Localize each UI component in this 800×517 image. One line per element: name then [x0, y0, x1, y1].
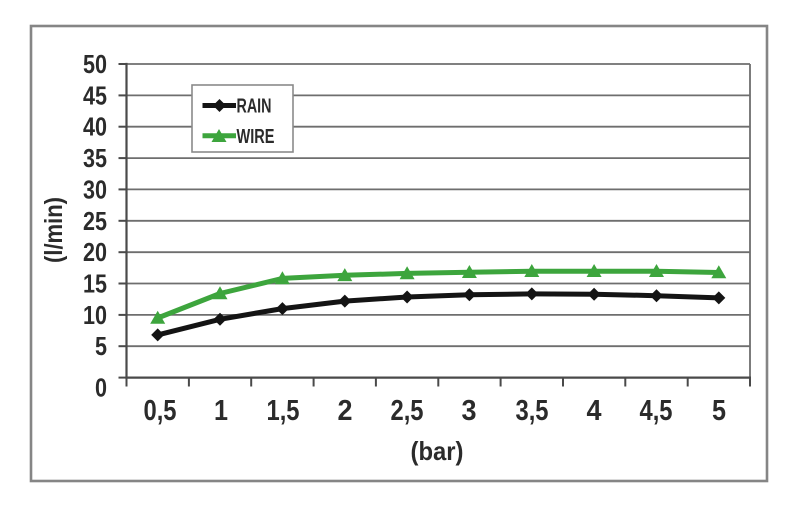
svg-text:4: 4 [587, 395, 602, 427]
svg-text:1,5: 1,5 [267, 395, 300, 427]
svg-text:20: 20 [83, 237, 107, 267]
svg-text:RAIN: RAIN [237, 96, 272, 118]
svg-text:40: 40 [83, 112, 107, 142]
svg-text:2: 2 [338, 395, 353, 427]
svg-text:30: 30 [83, 174, 107, 204]
svg-text:(l/min): (l/min) [40, 197, 68, 263]
svg-text:25: 25 [83, 206, 107, 236]
svg-text:3: 3 [462, 395, 477, 427]
svg-text:35: 35 [83, 143, 107, 173]
svg-text:2,5: 2,5 [391, 395, 424, 427]
svg-text:(bar): (bar) [411, 436, 464, 466]
svg-text:0: 0 [95, 373, 107, 403]
svg-text:50: 50 [83, 49, 107, 79]
svg-text:1: 1 [214, 395, 228, 427]
svg-text:3,5: 3,5 [516, 395, 549, 427]
svg-text:4,5: 4,5 [640, 395, 673, 427]
svg-text:WIRE: WIRE [237, 126, 275, 148]
svg-text:15: 15 [83, 269, 107, 299]
svg-text:45: 45 [83, 80, 107, 110]
svg-text:5: 5 [95, 331, 107, 361]
svg-text:10: 10 [83, 300, 107, 330]
svg-text:0,5: 0,5 [144, 395, 177, 427]
svg-text:5: 5 [712, 395, 726, 427]
